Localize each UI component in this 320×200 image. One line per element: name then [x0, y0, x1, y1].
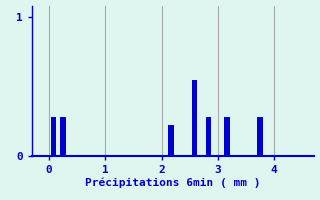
Bar — [224, 117, 230, 156]
X-axis label: Précipitations 6min ( mm ): Précipitations 6min ( mm ) — [85, 178, 260, 188]
Bar — [257, 117, 263, 156]
Bar — [60, 117, 66, 156]
Bar — [51, 117, 56, 156]
Bar — [206, 117, 211, 156]
Bar — [168, 125, 174, 156]
Bar — [192, 80, 197, 156]
